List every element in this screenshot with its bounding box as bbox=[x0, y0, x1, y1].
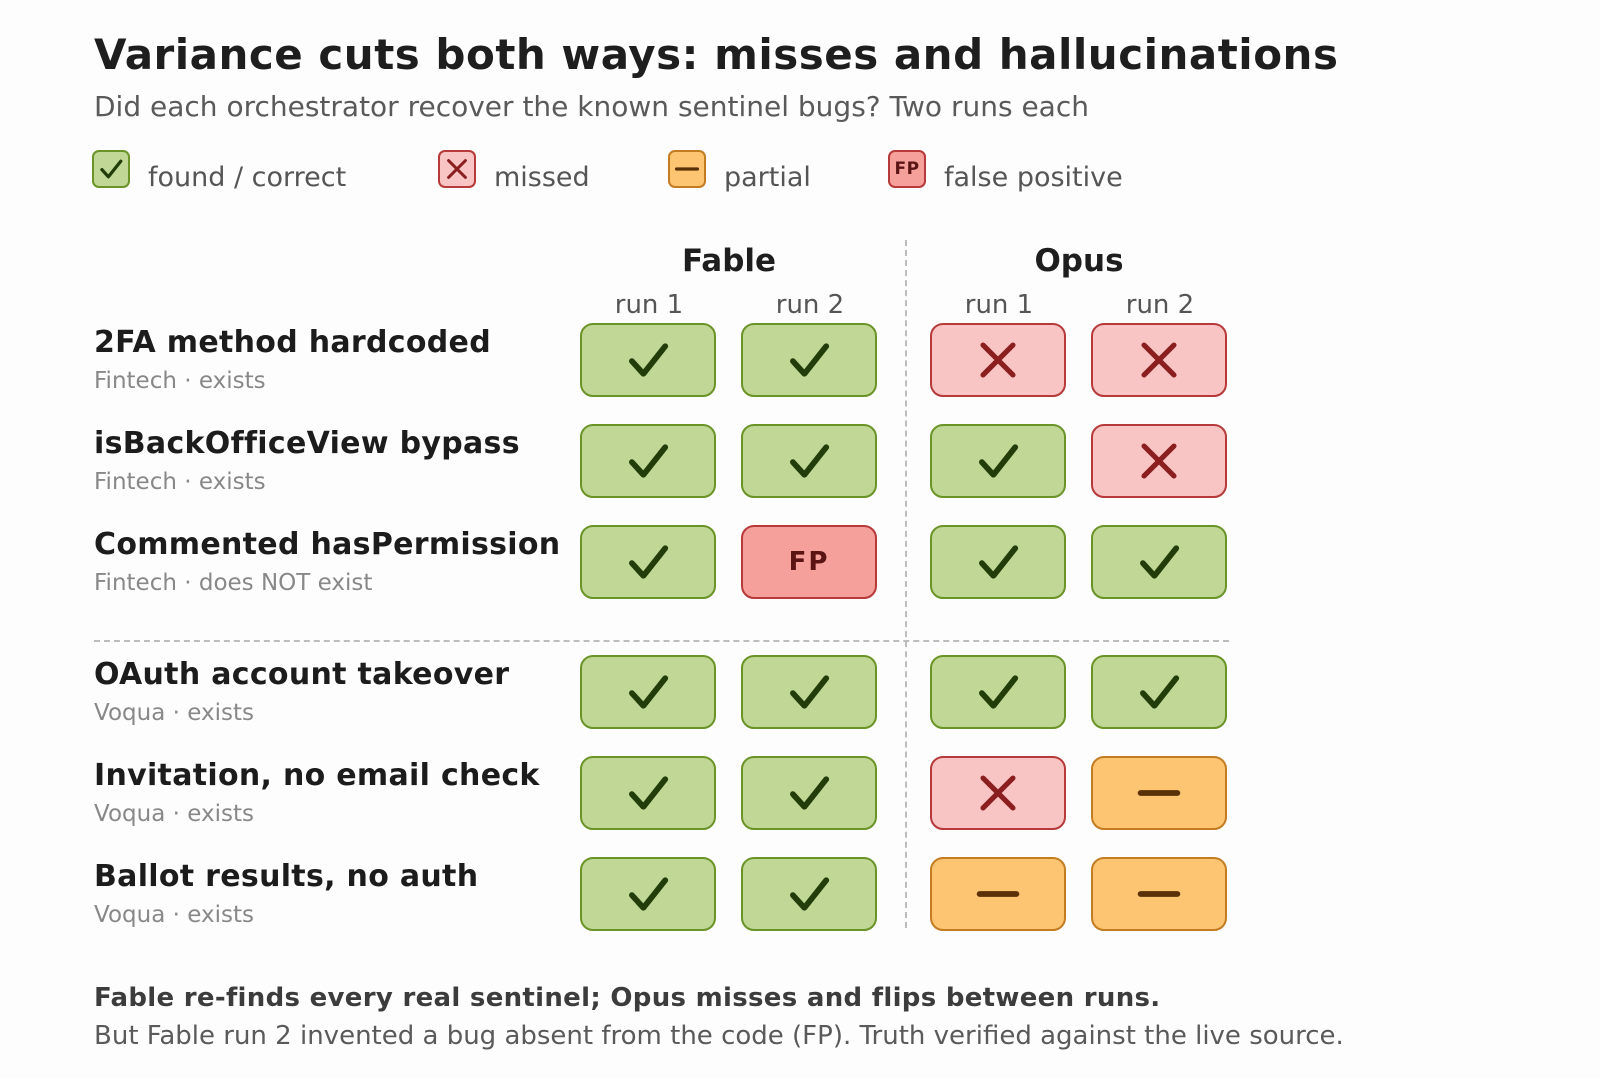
check-icon bbox=[979, 545, 1019, 579]
check-icon bbox=[629, 545, 669, 579]
row-title: isBackOfficeView bypass bbox=[94, 426, 520, 461]
row-subtitle: Fintech · exists bbox=[94, 469, 266, 495]
check-icon bbox=[629, 675, 669, 709]
legend-label: found / correct bbox=[148, 162, 347, 193]
legend-swatch-missed bbox=[438, 150, 476, 188]
legend-swatch-found bbox=[92, 150, 130, 188]
check-icon bbox=[629, 776, 669, 810]
result-cell-found bbox=[580, 857, 716, 931]
dash-icon bbox=[1137, 790, 1181, 796]
group-divider bbox=[905, 240, 907, 928]
result-cell-found bbox=[741, 424, 877, 498]
result-cell-found bbox=[580, 525, 716, 599]
x-icon bbox=[447, 159, 467, 179]
footer-summary: Fable re-finds every real sentinel; Opus… bbox=[94, 983, 1161, 1013]
result-cell-partial bbox=[1091, 756, 1227, 830]
result-cell-found bbox=[741, 857, 877, 931]
column-header-fable-run2: run 2 bbox=[775, 290, 845, 320]
fp-label: FP bbox=[788, 547, 830, 577]
column-header-opus-run2: run 2 bbox=[1125, 290, 1195, 320]
footer-note: But Fable run 2 invented a bug absent fr… bbox=[94, 1021, 1344, 1051]
legend-item-missed: missed bbox=[438, 150, 590, 194]
row-subtitle: Voqua · exists bbox=[94, 801, 254, 827]
legend-swatch-fp: FP bbox=[888, 150, 926, 188]
result-cell-found bbox=[580, 424, 716, 498]
x-icon bbox=[980, 342, 1016, 378]
check-icon bbox=[629, 877, 669, 911]
dash-icon bbox=[674, 167, 700, 171]
legend-item-fp: FP false positive bbox=[888, 150, 1123, 194]
dash-icon bbox=[1137, 891, 1181, 897]
result-cell-found bbox=[741, 323, 877, 397]
check-icon bbox=[790, 444, 830, 478]
section-divider bbox=[94, 640, 1229, 642]
check-icon bbox=[790, 675, 830, 709]
result-cell-missed bbox=[930, 756, 1066, 830]
check-icon bbox=[629, 444, 669, 478]
check-icon bbox=[790, 776, 830, 810]
row-title: OAuth account takeover bbox=[94, 657, 510, 692]
dash-icon bbox=[976, 891, 1020, 897]
x-icon bbox=[1141, 443, 1177, 479]
column-header-opus-run1: run 1 bbox=[964, 290, 1034, 320]
check-icon bbox=[979, 444, 1019, 478]
row-subtitle: Voqua · exists bbox=[94, 902, 254, 928]
legend-swatch-partial bbox=[668, 150, 706, 188]
page-subtitle: Did each orchestrator recover the known … bbox=[94, 90, 1089, 123]
result-cell-partial bbox=[930, 857, 1066, 931]
result-cell-found bbox=[930, 525, 1066, 599]
legend-label: partial bbox=[724, 162, 811, 193]
row-title: 2FA method hardcoded bbox=[94, 325, 491, 360]
legend-item-found: found / correct bbox=[92, 150, 346, 194]
group-header-fable: Fable bbox=[681, 243, 777, 279]
row-subtitle: Voqua · exists bbox=[94, 700, 254, 726]
result-cell-found bbox=[930, 655, 1066, 729]
check-icon bbox=[790, 877, 830, 911]
result-cell-found bbox=[741, 655, 877, 729]
result-cell-found bbox=[1091, 655, 1227, 729]
result-cell-fp: FP bbox=[741, 525, 877, 599]
check-icon bbox=[100, 159, 123, 179]
result-cell-found bbox=[580, 655, 716, 729]
result-cell-partial bbox=[1091, 857, 1227, 931]
result-cell-missed bbox=[1091, 323, 1227, 397]
fp-label: FP bbox=[894, 159, 920, 179]
result-cell-found bbox=[580, 756, 716, 830]
check-icon bbox=[1140, 675, 1180, 709]
row-title: Commented hasPermission bbox=[94, 527, 561, 562]
row-title: Invitation, no email check bbox=[94, 758, 540, 793]
result-cell-missed bbox=[1091, 424, 1227, 498]
row-subtitle: Fintech · exists bbox=[94, 368, 266, 394]
result-cell-found bbox=[580, 323, 716, 397]
result-cell-found bbox=[741, 756, 877, 830]
check-icon bbox=[979, 675, 1019, 709]
column-header-fable-run1: run 1 bbox=[614, 290, 684, 320]
row-subtitle: Fintech · does NOT exist bbox=[94, 570, 373, 596]
group-header-opus: Opus bbox=[1034, 243, 1124, 279]
row-title: Ballot results, no auth bbox=[94, 859, 479, 894]
check-icon bbox=[790, 343, 830, 377]
check-icon bbox=[629, 343, 669, 377]
x-icon bbox=[980, 775, 1016, 811]
legend-label: missed bbox=[494, 162, 590, 193]
x-icon bbox=[1141, 342, 1177, 378]
legend-item-partial: partial bbox=[668, 150, 811, 194]
result-cell-missed bbox=[930, 323, 1066, 397]
result-cell-found bbox=[930, 424, 1066, 498]
page-title: Variance cuts both ways: misses and hall… bbox=[94, 30, 1339, 79]
check-icon bbox=[1140, 545, 1180, 579]
result-cell-found bbox=[1091, 525, 1227, 599]
legend-label: false positive bbox=[944, 162, 1123, 193]
